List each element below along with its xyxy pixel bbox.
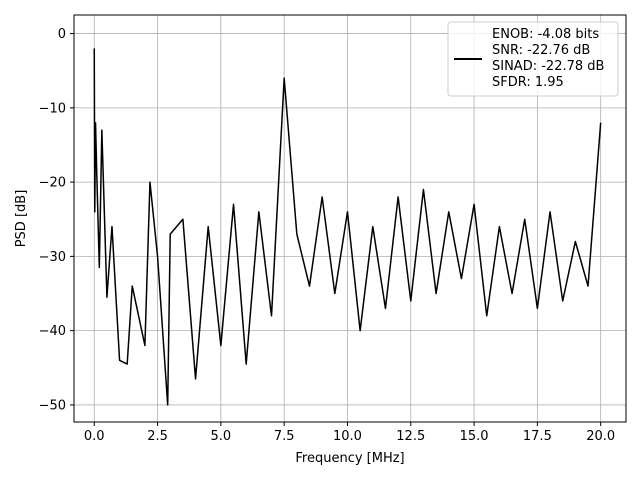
x-tick-label: 2.5	[147, 429, 168, 444]
x-tick-label: 7.5	[274, 429, 295, 444]
legend-enob: ENOB: -4.08 bits	[492, 27, 599, 42]
x-tick-label: 0.0	[84, 429, 105, 444]
y-tick-label: 0	[58, 27, 66, 42]
y-tick-label: −10	[39, 101, 66, 116]
psd-series	[93, 48, 602, 406]
x-tick-label: 12.5	[396, 429, 425, 444]
legend-sfdr: SFDR: 1.95	[492, 75, 564, 90]
x-tick-label: 10.0	[333, 429, 362, 444]
x-tick-label: 17.5	[523, 429, 552, 444]
x-axis: 0.0 2.5 5.0 7.5 10.0 12.5 15.0 17.5 20.0	[84, 422, 615, 444]
plot-frame	[73, 14, 627, 423]
x-tick-label: 15.0	[460, 429, 489, 444]
psd-series-line	[93, 48, 602, 406]
y-tick-label: −50	[39, 398, 66, 413]
y-tick-label: −40	[39, 324, 66, 339]
legend-box	[447, 21, 619, 97]
y-tick-label: −20	[39, 176, 66, 191]
legend-sinad: SINAD: -22.78 dB	[492, 59, 604, 74]
legend-snr: SNR: -22.76 dB	[492, 43, 590, 58]
y-axis-label: PSD [dB]	[14, 190, 29, 248]
x-tick-label: 5.0	[211, 429, 232, 444]
y-axis: 0 −10 −20 −30 −40 −50	[39, 27, 74, 413]
x-axis-label: Frequency [MHz]	[295, 451, 404, 466]
legend: ENOB: -4.08 bits SNR: -22.76 dB SINAD: -…	[447, 21, 619, 97]
x-tick-label: 20.0	[586, 429, 615, 444]
y-tick-label: −30	[39, 250, 66, 265]
